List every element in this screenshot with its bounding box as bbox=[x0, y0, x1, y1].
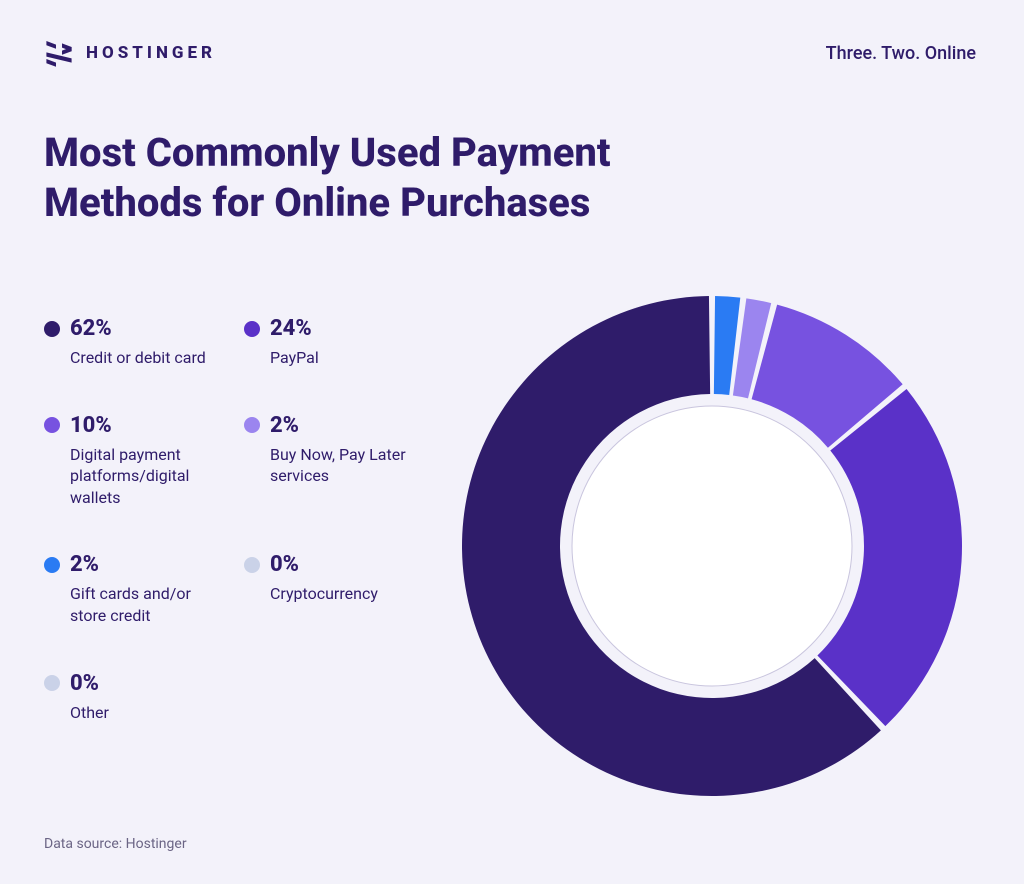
legend-color-dot bbox=[244, 321, 260, 337]
chart-area bbox=[444, 316, 980, 806]
legend-label: Other bbox=[70, 702, 220, 724]
legend-color-dot bbox=[44, 557, 60, 573]
legend-color-dot bbox=[244, 417, 260, 433]
legend-label: Cryptocurrency bbox=[270, 583, 420, 605]
brand-name: HOSTINGER bbox=[86, 43, 216, 63]
legend-percent: 0% bbox=[270, 552, 299, 577]
legend-label: Buy Now, Pay Later services bbox=[270, 444, 420, 487]
legend-item: 0% Other bbox=[44, 671, 224, 724]
donut-chart bbox=[452, 286, 972, 806]
legend-item: 0% Cryptocurrency bbox=[244, 552, 424, 626]
legend-color-dot bbox=[44, 675, 60, 691]
legend-color-dot bbox=[44, 321, 60, 337]
legend-percent: 24% bbox=[270, 316, 312, 341]
legend-label: Credit or debit card bbox=[70, 347, 220, 369]
legend-percent: 62% bbox=[70, 316, 112, 341]
legend-item: 10% Digital payment platforms/digital wal… bbox=[44, 413, 224, 509]
data-source-footer: Data source: Hostinger bbox=[44, 836, 187, 852]
logo-icon bbox=[44, 38, 74, 68]
page-title: Most Commonly Used Payment Methods for O… bbox=[0, 68, 780, 228]
legend-color-dot bbox=[244, 557, 260, 573]
legend-item: 62% Credit or debit card bbox=[44, 316, 224, 369]
legend-label: Digital payment platforms/digital wallet… bbox=[70, 444, 220, 509]
brand-logo: HOSTINGER bbox=[44, 38, 216, 68]
legend-percent: 10% bbox=[70, 413, 112, 438]
legend-item: 2% Gift cards and/or store credit bbox=[44, 552, 224, 626]
legend-label: Gift cards and/or store credit bbox=[70, 583, 220, 626]
donut-inner-circle bbox=[572, 406, 852, 686]
legend-percent: 2% bbox=[70, 552, 99, 577]
legend-percent: 2% bbox=[270, 413, 299, 438]
header: HOSTINGER Three. Two. Online bbox=[0, 0, 1024, 68]
legend-percent: 0% bbox=[70, 671, 99, 696]
brand-tagline: Three. Two. Online bbox=[826, 43, 976, 64]
legend-color-dot bbox=[44, 417, 60, 433]
content-row: 62% Credit or debit card 24% PayPal 10% Digit… bbox=[0, 316, 1024, 806]
legend-label: PayPal bbox=[270, 347, 420, 369]
legend-item: 2% Buy Now, Pay Later services bbox=[244, 413, 424, 509]
chart-legend: 62% Credit or debit card 24% PayPal 10% Digit… bbox=[44, 316, 424, 806]
legend-item: 24% PayPal bbox=[244, 316, 424, 369]
